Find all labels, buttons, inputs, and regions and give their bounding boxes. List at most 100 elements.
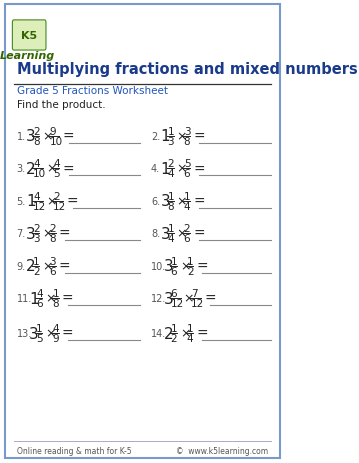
Text: 4: 4 — [184, 201, 190, 212]
Text: 6: 6 — [171, 288, 177, 299]
Text: 1: 1 — [184, 191, 190, 201]
Text: 3.: 3. — [17, 164, 26, 174]
Text: 5: 5 — [53, 169, 60, 179]
Text: 10: 10 — [33, 169, 46, 179]
Text: 2: 2 — [33, 224, 39, 234]
Text: 2: 2 — [49, 224, 56, 234]
Text: 4: 4 — [167, 234, 174, 244]
Text: ×: × — [180, 260, 190, 273]
Text: 3: 3 — [160, 194, 170, 209]
Text: Grade 5 Fractions Worksheet: Grade 5 Fractions Worksheet — [17, 86, 168, 96]
Text: 9: 9 — [52, 333, 59, 344]
Text: 2: 2 — [33, 266, 39, 276]
Text: 4: 4 — [187, 333, 194, 344]
Text: 3: 3 — [163, 291, 173, 306]
Text: 7.: 7. — [17, 229, 26, 239]
Text: 1.: 1. — [17, 131, 26, 142]
Text: 3: 3 — [160, 226, 170, 241]
Text: 4: 4 — [53, 159, 60, 169]
Text: 4: 4 — [33, 159, 39, 169]
Text: 1: 1 — [29, 291, 39, 306]
FancyBboxPatch shape — [12, 21, 46, 51]
Text: =: = — [59, 227, 70, 241]
Text: 7: 7 — [191, 288, 197, 299]
Text: 2: 2 — [26, 259, 36, 274]
Text: ×: × — [184, 292, 194, 305]
Text: ©  www.k5learning.com: © www.k5learning.com — [176, 445, 269, 455]
Text: 1: 1 — [171, 256, 177, 266]
Text: 12: 12 — [191, 299, 204, 309]
Text: =: = — [193, 130, 205, 144]
Text: =: = — [62, 162, 74, 176]
Text: =: = — [62, 326, 74, 340]
Text: 4: 4 — [33, 191, 39, 201]
Text: ×: × — [180, 327, 190, 340]
Text: 14.: 14. — [151, 328, 166, 338]
Text: 3: 3 — [26, 129, 36, 144]
Text: 9.: 9. — [17, 261, 26, 271]
Text: ×: × — [177, 195, 187, 208]
Text: 4: 4 — [167, 169, 174, 179]
Text: K5: K5 — [21, 31, 37, 41]
Text: 12: 12 — [53, 201, 66, 212]
Text: 1: 1 — [52, 288, 59, 299]
Text: Learning: Learning — [0, 50, 55, 61]
Text: 1: 1 — [171, 323, 177, 333]
Text: Multiplying fractions and mixed numbers: Multiplying fractions and mixed numbers — [17, 62, 357, 76]
Text: ×: × — [177, 163, 187, 175]
Text: 1: 1 — [167, 191, 174, 201]
Text: =: = — [66, 194, 78, 208]
Text: 3: 3 — [49, 256, 56, 266]
Text: 10: 10 — [49, 137, 62, 147]
Text: =: = — [196, 259, 208, 273]
Text: 2: 2 — [33, 126, 39, 137]
Text: 2.: 2. — [151, 131, 160, 142]
Text: 3: 3 — [29, 326, 39, 341]
Text: ×: × — [42, 227, 53, 240]
Text: 1: 1 — [187, 323, 194, 333]
Text: 6.: 6. — [151, 196, 160, 206]
Text: Online reading & math for K-5: Online reading & math for K-5 — [17, 445, 131, 455]
Text: ×: × — [46, 292, 56, 305]
Text: 6: 6 — [36, 299, 43, 309]
Text: 6: 6 — [49, 266, 56, 276]
Text: 11.: 11. — [17, 294, 32, 304]
Text: 4: 4 — [36, 288, 43, 299]
Text: 1: 1 — [36, 323, 43, 333]
Text: ×: × — [177, 130, 187, 143]
Text: 8.: 8. — [151, 229, 160, 239]
Text: 12: 12 — [171, 299, 184, 309]
Text: 1: 1 — [33, 256, 39, 266]
Text: 12: 12 — [33, 201, 46, 212]
Text: ×: × — [42, 130, 53, 143]
Text: 1: 1 — [187, 256, 194, 266]
Text: 10.: 10. — [151, 261, 166, 271]
Text: 3: 3 — [184, 126, 190, 137]
Text: =: = — [196, 326, 208, 340]
Text: 1: 1 — [167, 126, 174, 137]
Text: 3: 3 — [26, 226, 36, 241]
Text: 2: 2 — [53, 191, 60, 201]
Text: 3: 3 — [33, 234, 39, 244]
FancyBboxPatch shape — [5, 5, 280, 458]
Text: 1: 1 — [160, 129, 170, 144]
Text: 5: 5 — [36, 333, 43, 344]
Text: 2: 2 — [184, 224, 190, 234]
Text: 8: 8 — [33, 137, 39, 147]
Text: 5: 5 — [184, 159, 190, 169]
Text: 8: 8 — [49, 234, 56, 244]
Text: 2: 2 — [171, 333, 177, 344]
Text: 4: 4 — [52, 323, 59, 333]
Text: 5.: 5. — [17, 196, 26, 206]
Text: 1: 1 — [26, 194, 36, 209]
Text: ×: × — [46, 195, 57, 208]
Text: ×: × — [46, 327, 56, 340]
Text: 8: 8 — [52, 299, 59, 309]
Text: 1: 1 — [160, 162, 170, 176]
Text: ×: × — [46, 163, 57, 175]
Text: 8: 8 — [167, 201, 174, 212]
Text: 12.: 12. — [151, 294, 166, 304]
Text: 2: 2 — [167, 159, 174, 169]
Text: =: = — [59, 259, 70, 273]
Text: 3: 3 — [167, 137, 174, 147]
